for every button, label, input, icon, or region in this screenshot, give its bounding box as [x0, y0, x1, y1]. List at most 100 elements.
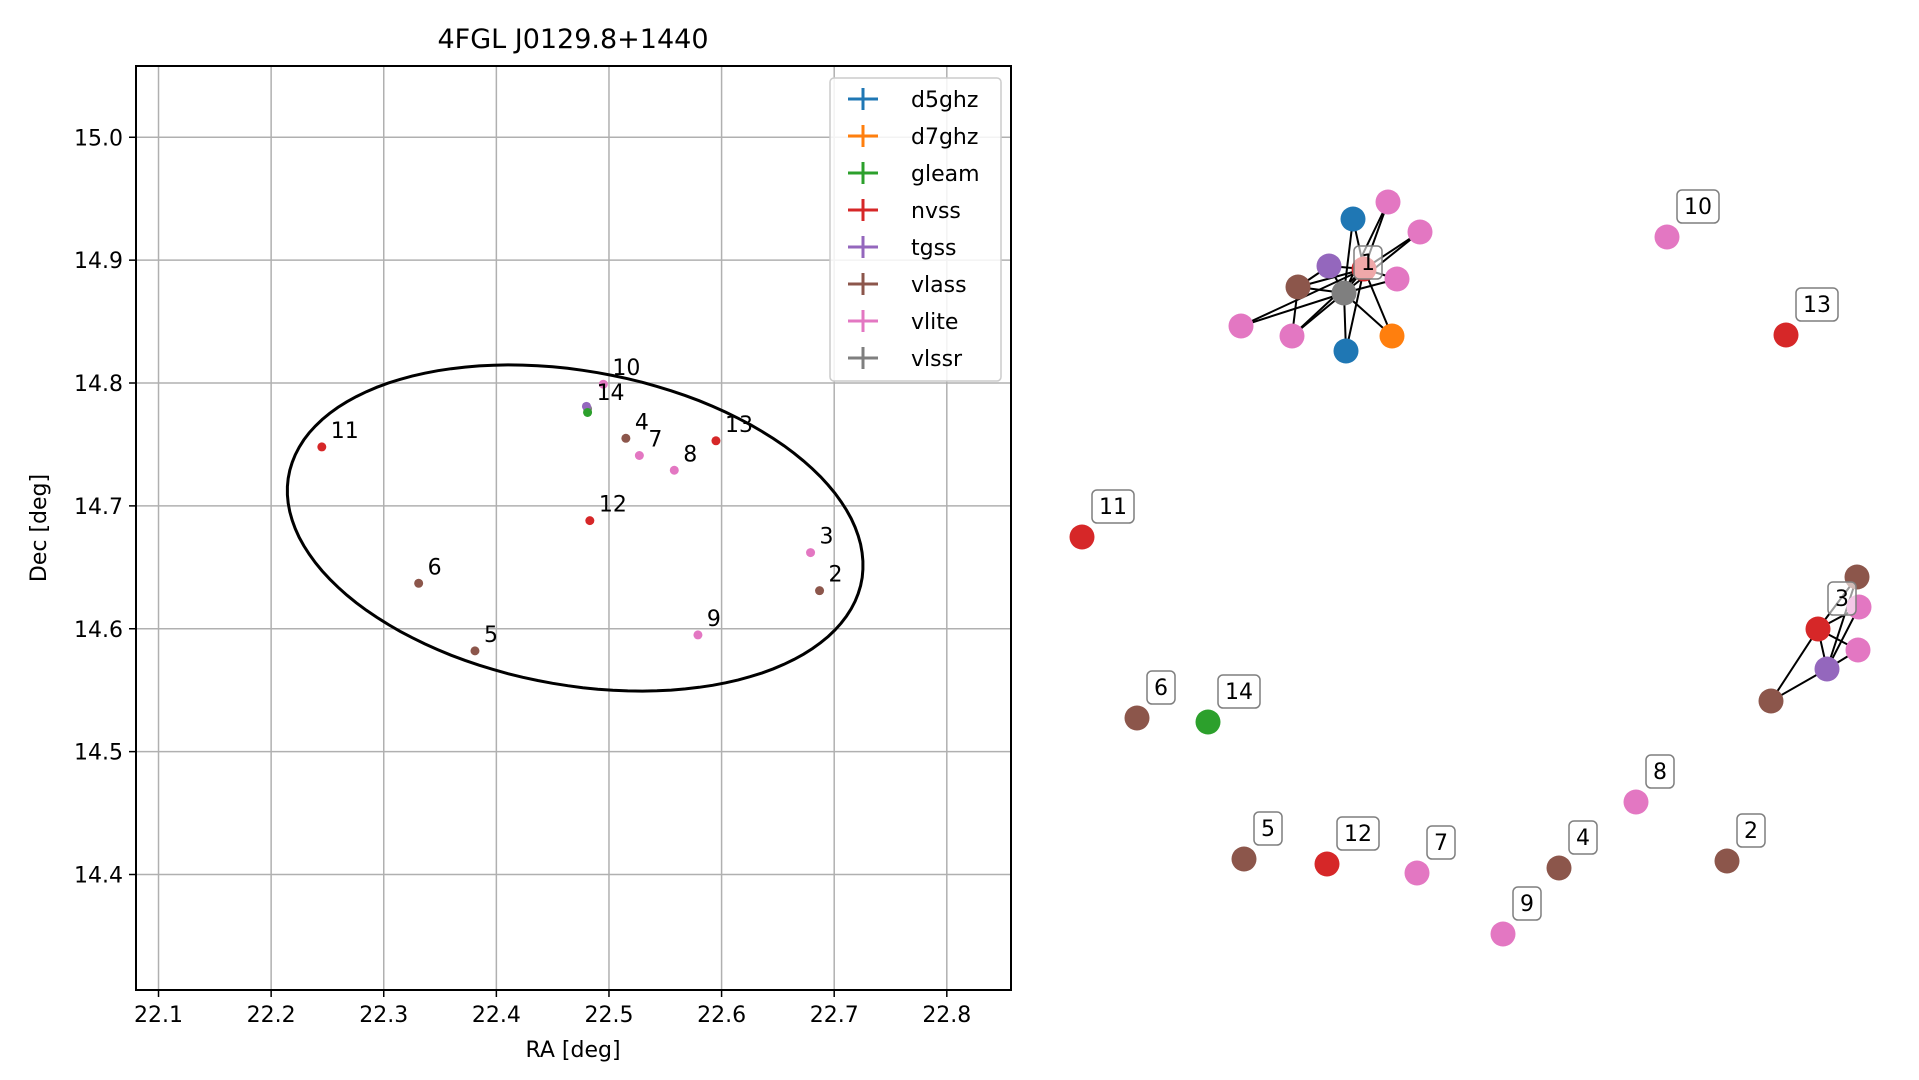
network-node — [1279, 323, 1305, 349]
legend-label: d7ghz — [911, 125, 978, 150]
network-node-label: 8 — [1645, 754, 1675, 789]
network-edge — [1240, 292, 1345, 327]
network-node — [1805, 616, 1831, 642]
network-node-label: 1 — [1353, 245, 1383, 280]
x-tick-label: 22.2 — [247, 1003, 296, 1028]
network-node-label: 11 — [1091, 489, 1135, 524]
y-tick-label: 14.5 — [74, 741, 123, 766]
network-node — [1375, 189, 1401, 215]
node-label-text: 4 — [1576, 826, 1590, 851]
legend-entry: vlssr — [848, 347, 963, 372]
node-label-text: 7 — [1434, 831, 1448, 856]
node-label-box — [1253, 811, 1283, 846]
network-node — [1546, 855, 1572, 881]
network-node-label: 9 — [1512, 886, 1542, 921]
network-edge — [1291, 268, 1365, 337]
network-node — [1340, 206, 1366, 232]
node-label-text: 5 — [1261, 817, 1275, 842]
node-label-text: 9 — [1520, 892, 1534, 917]
y-tick-label: 14.7 — [74, 495, 123, 520]
network-node-label: 4 — [1568, 820, 1598, 855]
node-label-box — [1676, 189, 1720, 224]
scatter-point-label: 2 — [829, 563, 843, 588]
network-node — [1285, 274, 1311, 300]
node-label-box — [1353, 245, 1383, 280]
node-label-box — [1336, 816, 1380, 851]
scatter-point — [806, 548, 816, 558]
node-label-box — [1146, 670, 1176, 705]
scatter-point-label: 11 — [331, 419, 359, 444]
node-label-box — [1827, 581, 1857, 616]
legend-label: nvss — [911, 199, 961, 224]
scatter-point-label: 8 — [683, 442, 697, 467]
scatter-title: 4FGL J0129.8+1440 — [437, 24, 708, 55]
legend-label: tgss — [911, 236, 957, 261]
node-label-text: 14 — [1225, 680, 1253, 705]
x-tick-label: 22.4 — [472, 1003, 521, 1028]
legend-label: vlite — [911, 310, 958, 335]
network-node — [1623, 789, 1649, 815]
node-label-text: 6 — [1154, 676, 1168, 701]
scatter-point — [317, 442, 327, 452]
network-node — [1333, 338, 1359, 364]
network-nodes: 1 10 13 11 6 14 5 12 7 9 4 8 2 3 — [1069, 189, 1872, 947]
legend-entry: nvss — [848, 199, 961, 224]
y-tick-label: 14.8 — [74, 372, 123, 397]
network-node — [1331, 280, 1357, 306]
scatter-point-label: 12 — [599, 493, 627, 518]
node-label-box — [1645, 754, 1675, 789]
node-label-text: 12 — [1344, 822, 1372, 847]
x-tick-label: 22.8 — [922, 1003, 971, 1028]
scatter-point-label: 7 — [648, 428, 662, 453]
node-label-text: 10 — [1684, 195, 1712, 220]
network-node-label: 7 — [1426, 825, 1456, 860]
network-node-label: 3 — [1827, 581, 1857, 616]
node-label-box — [1795, 287, 1839, 322]
uncertainty-ellipse — [285, 363, 865, 693]
node-label-text: 13 — [1803, 293, 1831, 318]
tick-layer: 22.1 22.2 22.3 22.4 22.5 22.6 22.7 22.8 14.4 14.5… — [74, 126, 971, 1028]
scatter-point-label: 3 — [820, 525, 834, 550]
network-node — [1228, 313, 1254, 339]
scatter-point-label: 5 — [484, 623, 498, 648]
grid-layer — [136, 66, 1011, 990]
scatter-point — [414, 578, 424, 588]
x-tick-label: 22.6 — [697, 1003, 746, 1028]
network-node — [1231, 846, 1257, 872]
network-node — [1654, 224, 1680, 250]
network-node — [1845, 637, 1871, 663]
node-label-text: 8 — [1653, 760, 1667, 785]
x-axis-label: RA [deg] — [525, 1038, 620, 1063]
x-tick-label: 22.5 — [584, 1003, 633, 1028]
node-label-box — [1217, 674, 1261, 709]
network-node — [1314, 851, 1340, 877]
x-tick-label: 22.1 — [134, 1003, 183, 1028]
network-node — [1124, 705, 1150, 731]
node-label-text: 11 — [1099, 495, 1127, 520]
scatter-point — [621, 433, 631, 443]
network-node-label: 5 — [1253, 811, 1283, 846]
legend-label: vlssr — [911, 347, 963, 372]
network-node-label: 6 — [1146, 670, 1176, 705]
network-node-label: 13 — [1795, 287, 1839, 322]
legend-entry: gleam — [848, 162, 980, 187]
legend: d5ghz d7ghz gleam nvss tgss vlass vlite vlssr — [829, 77, 1002, 382]
legend-entry: d5ghz — [848, 88, 978, 113]
network-node — [1069, 524, 1095, 550]
network-edge — [1345, 268, 1365, 352]
legend-label: gleam — [911, 162, 980, 187]
legend-entry: vlass — [848, 273, 967, 298]
legend-box — [829, 77, 1002, 382]
node-label-box — [1512, 886, 1542, 921]
scatter-point-label: 13 — [725, 413, 753, 438]
network-node — [1490, 921, 1516, 947]
network-node — [1758, 688, 1784, 714]
y-tick-label: 15.0 — [74, 126, 123, 151]
network-node — [1773, 322, 1799, 348]
scatter-point-label: 9 — [707, 607, 721, 632]
network-node-label: 12 — [1336, 816, 1380, 851]
network-node — [1814, 656, 1840, 682]
axes-frame — [135, 65, 1012, 991]
